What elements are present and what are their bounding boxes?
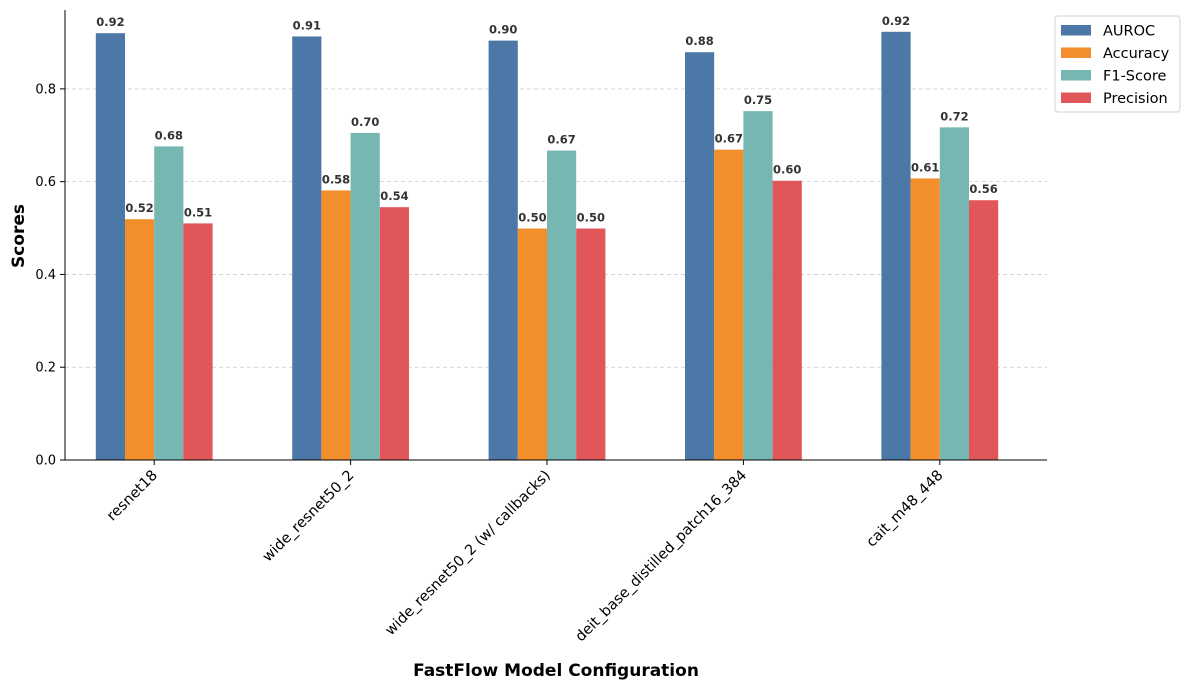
bar-f1-score	[547, 150, 577, 460]
bar-auroc	[292, 36, 322, 460]
bar-value-label: 0.56	[969, 182, 997, 196]
bar-accuracy	[321, 190, 351, 460]
bar-value-labels: 0.92 0.52 0.68 0.51 0.91 0.58 0.70 0.54 0.90 0.50…	[96, 14, 998, 225]
bar-value-label: 0.92	[882, 14, 910, 28]
bar-precision	[772, 180, 802, 460]
x-tick-label: cait_m48_448	[864, 468, 947, 551]
bar-value-label: 0.88	[685, 34, 713, 48]
bar-value-label: 0.75	[744, 93, 772, 107]
y-tick-label: 0.0	[35, 454, 56, 469]
bar-precision	[576, 228, 606, 460]
bar-auroc	[685, 52, 715, 461]
x-axis-title: FastFlow Model Configuration	[413, 661, 699, 681]
bar-auroc	[881, 31, 911, 460]
x-tick-label: wide_resnet50_2	[260, 468, 358, 566]
bar-precision	[969, 200, 999, 461]
bar-value-label: 0.50	[518, 211, 546, 225]
bar-value-label: 0.60	[773, 163, 801, 177]
y-tick-label: 0.2	[35, 361, 56, 376]
bar-value-label: 0.91	[293, 18, 321, 32]
legend-swatch	[1061, 47, 1091, 58]
bar-value-label: 0.54	[380, 189, 408, 203]
legend: AUROC Accuracy F1-Score Precision	[1054, 15, 1181, 113]
bar-value-label: 0.67	[547, 133, 575, 147]
bar-accuracy	[125, 219, 155, 460]
bar-value-label: 0.92	[96, 15, 124, 29]
bar-f1-score	[939, 127, 969, 461]
axes	[64, 10, 1047, 461]
bar-accuracy	[517, 228, 547, 460]
y-ticks: 0.0 0.2 0.4 0.6 0.8	[35, 82, 65, 469]
x-tick-label: deit_base_distilled_patch16_384	[573, 468, 751, 646]
y-tick-label: 0.6	[35, 175, 56, 190]
bar-auroc	[95, 33, 125, 461]
bar-value-label: 0.67	[715, 132, 743, 146]
bar-value-label: 0.58	[322, 172, 350, 186]
bar-value-label: 0.68	[155, 128, 183, 142]
x-tick-label: wide_resnet50_2 (w/ callbacks)	[382, 468, 553, 639]
bar-value-label: 0.61	[911, 160, 939, 174]
bar-precision	[183, 223, 213, 460]
x-tick-label: resnet18	[104, 468, 161, 525]
bar-value-label: 0.90	[489, 23, 517, 37]
bar-f1-score	[743, 111, 773, 460]
legend-label: Precision	[1103, 91, 1168, 107]
bar-value-label: 0.50	[577, 211, 605, 225]
bars-group	[95, 31, 999, 461]
x-ticks: resnet18 wide_resnet50_2 wide_resnet50_2 (…	[104, 460, 947, 646]
bar-precision	[379, 207, 409, 460]
bar-f1-score	[154, 146, 184, 460]
legend-label: F1-Score	[1103, 69, 1166, 85]
bar-f1-score	[350, 132, 380, 460]
bar-value-label: 0.52	[125, 201, 153, 215]
bar-value-label: 0.72	[940, 109, 968, 123]
bar-auroc	[488, 40, 518, 460]
y-tick-label: 0.8	[35, 82, 56, 97]
legend-swatch	[1061, 25, 1091, 36]
y-tick-label: 0.4	[35, 268, 56, 283]
legend-swatch	[1061, 70, 1091, 81]
legend-swatch	[1061, 92, 1091, 103]
bar-accuracy	[910, 178, 940, 460]
legend-box	[1054, 15, 1181, 113]
bar-accuracy	[714, 149, 744, 461]
legend-label: AUROC	[1103, 24, 1155, 40]
legend-label: Accuracy	[1103, 46, 1170, 62]
y-axis-title: Scores	[9, 204, 29, 268]
bar-value-label: 0.51	[184, 205, 212, 219]
bar-value-label: 0.70	[351, 115, 379, 129]
